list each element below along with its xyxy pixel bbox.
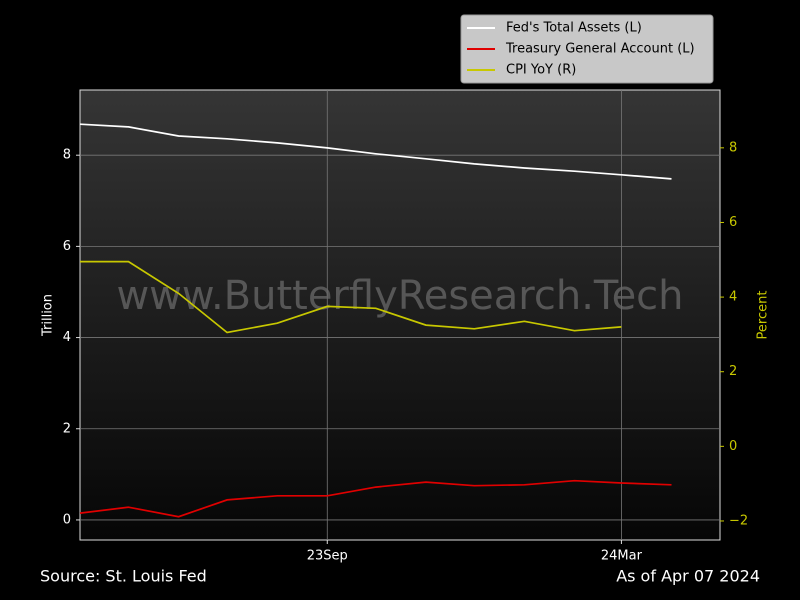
plot-area bbox=[79, 89, 721, 541]
y2-tick-label: 6 bbox=[729, 215, 737, 230]
y2-tick-label: 2 bbox=[729, 364, 737, 379]
x-tick-label: 24Mar bbox=[601, 549, 643, 564]
y2-tick-label: 8 bbox=[729, 140, 737, 155]
grid bbox=[80, 90, 720, 540]
y-axis-label: Trillion bbox=[41, 294, 56, 337]
y-tick-label: 4 bbox=[63, 330, 71, 345]
y-tick-label: 8 bbox=[63, 148, 71, 163]
as-of: As of Apr 07 2024 bbox=[616, 567, 760, 586]
source: Source: St. Louis Fed bbox=[40, 567, 207, 586]
legend-label: Fed's Total Assets (L) bbox=[506, 21, 642, 36]
legend-label: Treasury General Account (L) bbox=[505, 42, 695, 57]
y2-axis-label: Percent bbox=[756, 291, 771, 340]
y2-tick-label: 4 bbox=[729, 290, 737, 305]
series-line bbox=[79, 123, 672, 180]
legend: Fed's Total Assets (L) Treasury General A… bbox=[460, 14, 714, 84]
y-tick-label: 2 bbox=[63, 421, 71, 436]
series-line bbox=[80, 260, 622, 334]
y2-tick-label: 0 bbox=[729, 439, 737, 454]
x-tick-label: 23Sep bbox=[307, 549, 348, 564]
y-tick-label: 0 bbox=[63, 512, 71, 527]
legend-label: CPI YoY (R) bbox=[506, 63, 576, 78]
series-line bbox=[79, 479, 672, 518]
y2-tick-label: −2 bbox=[729, 513, 748, 528]
watermark: www.ButterflyResearch.Tech bbox=[116, 273, 683, 319]
legend-box bbox=[460, 14, 714, 84]
y-tick-label: 6 bbox=[63, 239, 71, 254]
